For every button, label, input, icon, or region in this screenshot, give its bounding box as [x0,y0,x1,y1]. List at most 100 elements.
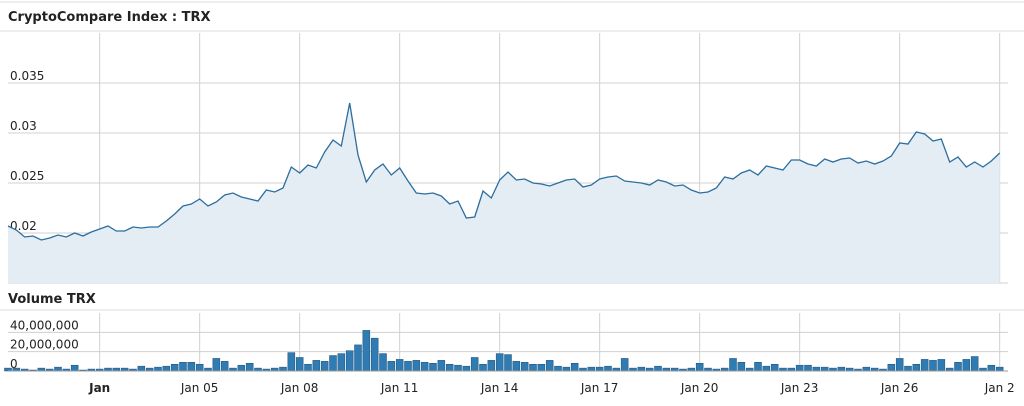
bar [54,366,62,372]
bar [304,363,312,372]
x-tick-label: Jan 2 [984,381,1015,395]
bar [354,344,362,372]
bar [995,366,1004,372]
bar [537,363,546,372]
y-tick-label: 0 [10,357,18,371]
bar [895,358,904,372]
bar [395,359,404,372]
bar [437,360,446,372]
bar [987,364,996,372]
bar [554,365,562,372]
bar [487,360,496,372]
bar [970,356,979,372]
bar [637,366,646,372]
bar [420,362,429,372]
y-tick-label: 0.03 [10,119,37,133]
bar [187,362,196,372]
bar [295,357,304,372]
bar [412,360,421,372]
bar [162,365,171,372]
bar [245,363,254,372]
chart-title: CryptoCompare Index : TRX [8,10,210,25]
bar [170,363,179,372]
bar [320,361,329,372]
bar [337,353,346,372]
bar [729,358,737,372]
bar [520,362,529,372]
bar [387,361,396,372]
bar [604,365,612,372]
bar [904,365,912,372]
bar [795,364,804,372]
bar [954,362,962,372]
x-tick-label: Jan 05 [180,381,219,395]
bar [920,359,929,372]
bar [345,350,354,372]
bar [279,366,287,372]
x-tick-label: Jan [88,381,110,395]
bar [445,363,454,372]
bar [362,330,371,372]
bar [329,355,337,372]
bar [195,363,204,372]
bar [962,359,971,372]
bar [770,363,779,372]
bar [212,358,221,372]
x-tick-label: Jan 23 [780,381,819,395]
bar [754,362,762,372]
bar [812,366,821,372]
bar [529,363,537,372]
y-tick-label: 20,000,000 [10,338,79,352]
y-tick-label: 0.025 [10,169,44,183]
bar [154,366,162,372]
bar [179,362,187,372]
bar [404,361,412,372]
bar [837,366,846,372]
bar [820,366,829,372]
bar [470,357,479,372]
bar [70,364,79,372]
bar [654,365,662,372]
area [8,103,1000,283]
bar [370,337,379,372]
bar [545,360,554,372]
bar [695,363,704,372]
bar [312,360,321,372]
bar [570,363,579,372]
x-tick-label: Jan 08 [280,381,319,395]
bar [929,360,937,372]
bar [287,352,296,372]
bar [737,362,746,372]
bar [454,364,462,372]
bar [804,364,812,372]
x-tick-label: Jan 17 [580,381,619,395]
bar [237,364,246,372]
bar [137,365,146,372]
bar [912,363,921,372]
bar [504,354,512,372]
y-tick-label: 40,000,000 [10,318,79,332]
x-tick-label: Jan 11 [380,381,419,395]
x-tick-label: Jan 26 [880,381,919,395]
x-tick-label: Jan 20 [680,381,719,395]
bar [379,353,387,372]
y-tick-label: 0.035 [10,69,44,83]
bar [862,366,871,372]
bar [587,366,596,372]
bar [512,361,521,372]
bar [762,365,771,372]
bar [220,361,229,372]
bar [479,363,487,372]
bar [462,365,471,372]
bar [937,359,946,372]
bar [562,366,571,372]
bar [495,353,504,372]
bar [887,363,896,372]
price-line [7,102,1001,241]
bar [429,363,437,372]
volume-title: Volume TRX [8,292,96,307]
bar [620,358,629,372]
bar [595,366,604,372]
x-tick-label: Jan 14 [480,381,519,395]
